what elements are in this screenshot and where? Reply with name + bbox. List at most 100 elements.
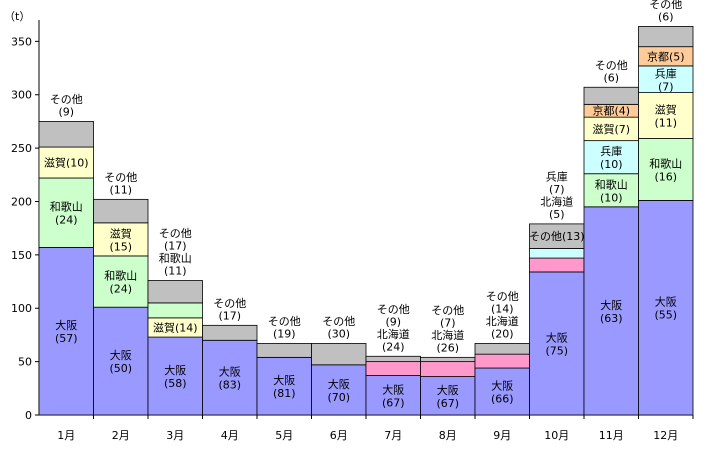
- bar-segment: [583, 86, 639, 105]
- month-bar-group: [202, 324, 258, 416]
- y-tick-label: 0: [25, 409, 32, 422]
- segment-origin-label: その他: [649, 0, 682, 11]
- bar-segment: [38, 177, 94, 248]
- segment-share-label: (7): [440, 316, 456, 329]
- x-tick-label: 6月: [330, 429, 348, 442]
- segment-origin-label: 大阪: [382, 382, 404, 396]
- bar-segment: [93, 255, 149, 308]
- segment-origin-label: 兵庫: [546, 169, 568, 183]
- bar-segment: [420, 361, 476, 377]
- y-tick-label: 150: [11, 249, 32, 262]
- segment-share-label: (17): [164, 239, 187, 252]
- segment-inline-label: 京都(5): [647, 49, 685, 63]
- segment-origin-label: その他: [431, 304, 464, 317]
- segment-share-label: (55): [654, 309, 677, 322]
- segment-origin-label: 北海道: [540, 194, 573, 208]
- segment-origin-label: 北海道: [486, 314, 519, 328]
- segment-origin-label: その他: [486, 290, 519, 303]
- segment-origin-label: 大阪: [655, 295, 677, 309]
- segment-share-label: (9): [385, 315, 401, 328]
- bar-segment: [202, 339, 258, 416]
- x-tick-label: 7月: [384, 429, 402, 442]
- x-tick-label: 1月: [57, 429, 75, 442]
- segment-share-label: (57): [55, 332, 78, 345]
- segment-origin-label: その他: [50, 93, 83, 106]
- month-bar-group: [583, 86, 639, 416]
- bar-segment: [474, 367, 530, 416]
- segment-share-label: (10): [600, 158, 623, 171]
- segment-origin-label: 大阪: [546, 330, 568, 344]
- segment-origin-label: 和歌山: [649, 156, 682, 170]
- x-tick-label: 9月: [493, 429, 511, 442]
- x-tick-label: 2月: [112, 429, 130, 442]
- bar-segment: [420, 356, 476, 363]
- month-bar-group: [311, 343, 367, 416]
- bar-segment: [147, 302, 203, 319]
- y-axis-unit-label: （t）: [4, 10, 30, 23]
- y-tick-label: 300: [11, 89, 32, 102]
- segment-origin-label: 和歌山: [159, 251, 192, 265]
- segment-share-label: (10): [600, 191, 623, 204]
- segment-share-label: (67): [382, 396, 405, 409]
- month-bar-group: [474, 343, 530, 416]
- segment-inline-label: 滋賀(7): [592, 123, 630, 136]
- x-tick-label: 11月: [599, 429, 624, 442]
- segment-share-label: (11): [654, 117, 677, 130]
- segment-share-label: (70): [327, 391, 350, 404]
- segment-share-label: (19): [273, 327, 296, 340]
- segment-share-label: (30): [327, 327, 350, 340]
- bar-segment: [256, 343, 312, 358]
- month-bar-group: [38, 121, 94, 416]
- x-tick-label: 10月: [544, 429, 569, 442]
- x-tick-label: 3月: [166, 429, 184, 442]
- bar-segment: [311, 364, 367, 416]
- segment-share-label: (5): [549, 208, 565, 221]
- segment-share-label: (14): [491, 302, 514, 315]
- segment-origin-label: 兵庫: [655, 66, 677, 80]
- segment-inline-label: 京都(4): [592, 104, 630, 118]
- month-bar-group: [529, 223, 585, 416]
- bar-segment: [583, 206, 639, 416]
- segment-origin-label: 大阪: [328, 377, 350, 391]
- bar-segment: [365, 361, 421, 376]
- segment-share-label: (6): [603, 71, 619, 84]
- segment-origin-label: その他: [322, 315, 355, 328]
- segment-origin-label: その他: [377, 303, 410, 316]
- bar-segment: [256, 356, 312, 416]
- segment-share-label: (50): [109, 362, 132, 375]
- label-layer: 1月大阪(57)和歌山(24)滋賀(10)(9)その他2月大阪(50)和歌山(2…: [44, 0, 685, 442]
- month-bar-group: [420, 356, 476, 416]
- segment-share-label: (11): [109, 183, 132, 196]
- segment-inline-label: 滋賀(14): [153, 321, 198, 334]
- segment-origin-label: その他: [159, 227, 192, 240]
- segment-origin-label: 大阪: [273, 373, 295, 387]
- segment-share-label: (63): [600, 312, 623, 325]
- bar-segment: [93, 306, 149, 416]
- bar-segment: [147, 280, 203, 304]
- segment-inline-label: 滋賀(10): [44, 157, 89, 170]
- segment-origin-label: 大阪: [437, 383, 459, 397]
- x-tick-label: 12月: [653, 429, 678, 442]
- segment-share-label: (17): [218, 309, 241, 322]
- bar-segment: [529, 271, 585, 416]
- bar-segment: [365, 355, 421, 363]
- y-tick-label: 350: [11, 35, 32, 48]
- bar-segment: [474, 353, 530, 369]
- bar-layer: [38, 26, 694, 416]
- segment-origin-label: 滋賀: [655, 104, 677, 117]
- segment-share-label: (7): [549, 183, 565, 196]
- segment-share-label: (20): [491, 327, 514, 340]
- segment-share-label: (83): [218, 379, 241, 392]
- segment-share-label: (66): [491, 393, 514, 406]
- segment-origin-label: 大阪: [600, 298, 622, 312]
- segment-origin-label: 大阪: [110, 348, 132, 362]
- bar-segment: [638, 65, 694, 93]
- segment-origin-label: 大阪: [219, 365, 241, 379]
- month-bar-group: [147, 280, 203, 416]
- segment-share-label: (24): [382, 340, 405, 353]
- segment-share-label: (16): [654, 170, 677, 183]
- x-tick-label: 5月: [275, 429, 293, 442]
- segment-origin-label: 北海道: [377, 327, 410, 341]
